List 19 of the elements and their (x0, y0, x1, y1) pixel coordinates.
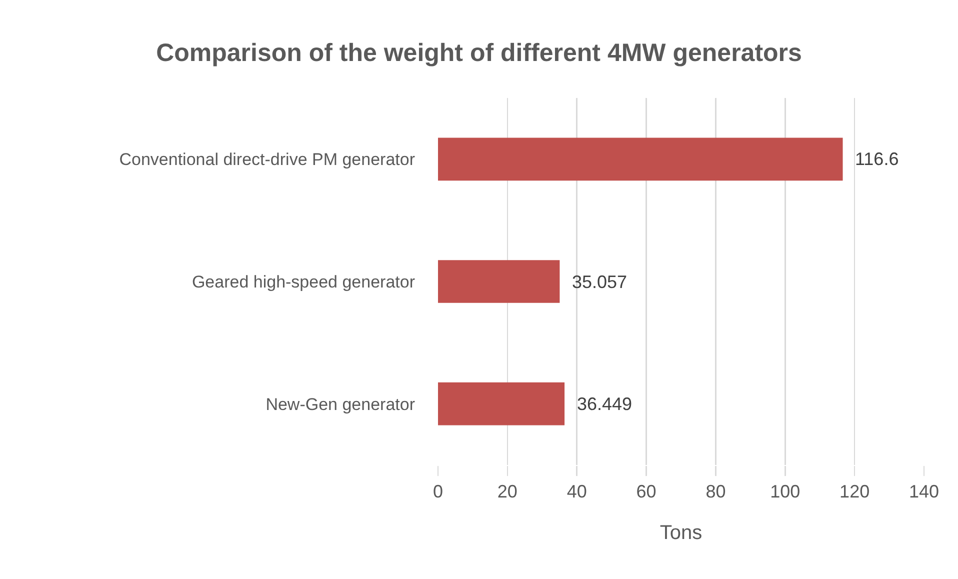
data-label: 36.449 (577, 394, 632, 414)
y-tick-label: New-Gen generator (266, 394, 416, 414)
x-tick-label: 80 (706, 482, 726, 502)
chart-title: Comparison of the weight of different 4MW generators (156, 38, 802, 67)
bar (438, 138, 843, 181)
x-tick-label: 0 (432, 482, 444, 502)
x-tick-label: 120 (840, 482, 870, 502)
bar (438, 260, 560, 303)
bar (438, 382, 565, 426)
x-tick-label: 100 (770, 482, 800, 502)
y-tick-label: Geared high-speed generator (192, 272, 416, 292)
x-tick-label: 140 (908, 482, 940, 502)
x-tick-label: 40 (566, 482, 587, 502)
y-tick-label: Conventional direct-drive PM generator (119, 150, 416, 170)
data-label: 116.6 (855, 149, 899, 169)
x-tick-label: 60 (636, 482, 656, 502)
x-axis-title: Tons (660, 522, 702, 544)
data-label: 35.057 (572, 272, 628, 292)
x-tick-label: 20 (497, 482, 518, 502)
